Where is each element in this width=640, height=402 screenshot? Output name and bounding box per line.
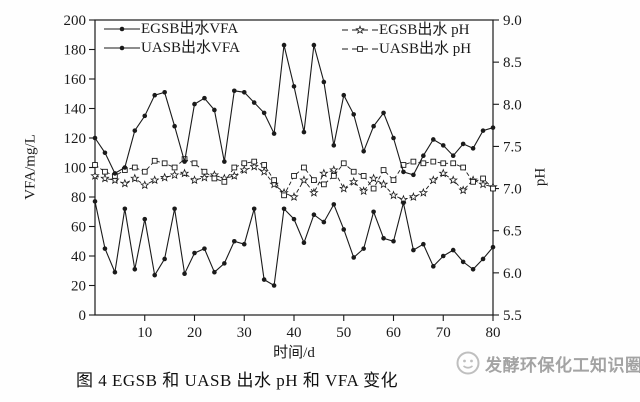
svg-text:80: 80 [486,325,501,341]
svg-text:70: 70 [436,325,451,341]
legend-label-egsb-vfa: EGSB出水VFA [141,21,239,37]
svg-text:200: 200 [64,13,87,29]
watermark: 发酵环保化工知识圈 [455,350,640,376]
legend-label-uasb-vfa: UASB出水VFA [141,40,240,56]
legend-item-uasb-ph: UASB出水 pH [341,40,471,58]
svg-text:0: 0 [79,308,87,324]
legend-vfa: EGSB出水VFA UASB出水VFA [103,20,240,57]
svg-text:7.5: 7.5 [503,139,522,155]
svg-text:9.0: 9.0 [503,13,522,29]
svg-text:6.0: 6.0 [503,266,522,282]
svg-text:5.5: 5.5 [503,308,522,324]
legend-label-egsb-ph: EGSB出水 pH [379,22,470,38]
svg-text:40: 40 [287,325,302,341]
svg-text:50: 50 [336,325,351,341]
svg-text:30: 30 [237,325,252,341]
egsb-ph-line-marker-icon [342,25,378,34]
legend-item-egsb-vfa: EGSB出水VFA [103,20,240,38]
left-axis-title: VFA/mg/L [22,134,39,200]
svg-text:10: 10 [137,325,152,341]
svg-text:8.0: 8.0 [503,97,522,113]
svg-text:140: 140 [64,102,87,118]
svg-text:80: 80 [71,190,86,206]
legend-item-uasb-vfa: UASB出水VFA [103,39,240,57]
figure-caption: 图 4 EGSB 和 UASB 出水 pH 和 VFA 变化 [76,371,399,390]
svg-text:60: 60 [386,325,401,341]
legend-label-uasb-ph: UASB出水 pH [379,41,472,57]
svg-text:160: 160 [64,72,87,88]
legend-ph: EGSB出水 pH UASB出水 pH [341,21,471,58]
svg-text:120: 120 [64,131,87,147]
svg-text:40: 40 [71,249,86,265]
x-axis-title: 时间/d [273,345,315,361]
svg-text:20: 20 [187,325,202,341]
uasb-ph-line-marker-icon [342,46,378,52]
watermark-logo-icon [456,351,480,375]
svg-text:6.5: 6.5 [503,224,522,240]
svg-text:8.5: 8.5 [503,55,522,71]
svg-text:7.0: 7.0 [503,182,522,198]
legend-item-egsb-ph: EGSB出水 pH [341,21,471,39]
svg-text:60: 60 [71,220,86,236]
svg-text:20: 20 [71,279,86,295]
svg-text:100: 100 [64,161,87,177]
right-axis-title: pH [532,167,549,187]
egsb-vfa-line-marker-icon [104,26,140,32]
uasb-vfa-line-marker-icon [104,45,140,51]
watermark-text: 发酵环保化工知识圈 [485,355,640,375]
svg-text:180: 180 [64,43,87,59]
